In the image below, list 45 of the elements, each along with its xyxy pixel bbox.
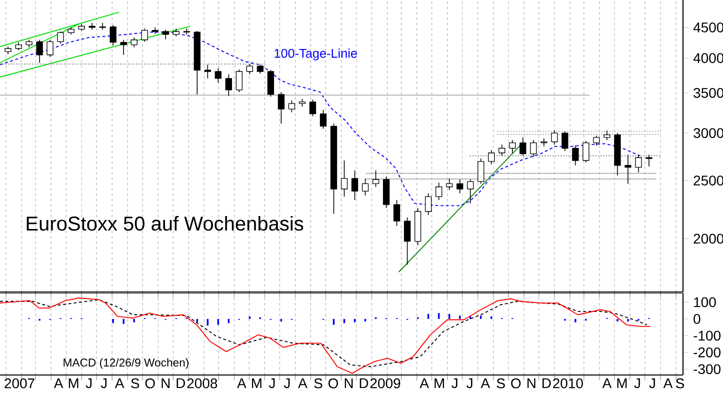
x-tick-label: O	[145, 378, 155, 388]
x-tick-label: A	[480, 378, 490, 388]
x-tick-label: O	[328, 378, 338, 388]
x-tick-label: A	[420, 378, 429, 388]
x-tick-label: M	[68, 378, 78, 388]
x-tick-label: N	[344, 378, 353, 388]
series-label: 100-Tage-Linie	[274, 48, 357, 60]
x-tick-label: M	[617, 378, 627, 388]
x-tick-label: M	[252, 378, 262, 388]
y-tick-label: 0	[694, 314, 700, 324]
text: EuroStoxx 50 auf Wochenbasis	[26, 216, 304, 231]
x-tick-label: J	[452, 378, 458, 388]
x-tick-label: D	[360, 378, 368, 388]
text: MACD (12/26/9 Wochen)	[64, 358, 188, 369]
x-tick-label: D	[542, 378, 551, 388]
x-tick-label: A	[663, 378, 673, 388]
x-tick-label: S	[131, 378, 140, 388]
x-tick-label: A	[237, 378, 246, 388]
x-tick-label: J	[86, 378, 92, 388]
x-tick-label: A	[602, 378, 612, 388]
x-tick-label: J	[466, 378, 472, 388]
y-tick-label: -100	[694, 330, 721, 341]
x-tick-label: M	[434, 378, 444, 388]
x-tick-label: O	[511, 378, 521, 388]
y-tick-label: -300	[694, 364, 721, 374]
x-tick-label: 2008	[187, 378, 218, 388]
x-tick-label: J	[100, 378, 107, 388]
x-tick-label: S	[314, 378, 322, 388]
x-tick-label: A	[114, 378, 124, 388]
x-tick-label: 2009	[370, 378, 400, 388]
x-tick-label: A	[298, 378, 308, 388]
x-tick-label: N	[527, 378, 536, 388]
x-tick-label: N	[162, 378, 170, 388]
x-tick-label: J	[649, 378, 655, 388]
x-tick-label: J	[284, 378, 290, 388]
x-tick-label: 2010	[553, 378, 583, 388]
x-tick-label: J	[268, 378, 275, 388]
x-tick-label: S	[676, 378, 684, 388]
x-tick-label: 2007	[4, 378, 34, 388]
y-tick-label: -200	[694, 347, 721, 358]
y-tick-label: 100	[694, 297, 716, 308]
x-tick-label: D	[176, 378, 186, 388]
x-tick-label: S	[496, 378, 505, 388]
x-tick-label: J	[634, 378, 640, 388]
x-tick-label: A	[54, 378, 64, 388]
